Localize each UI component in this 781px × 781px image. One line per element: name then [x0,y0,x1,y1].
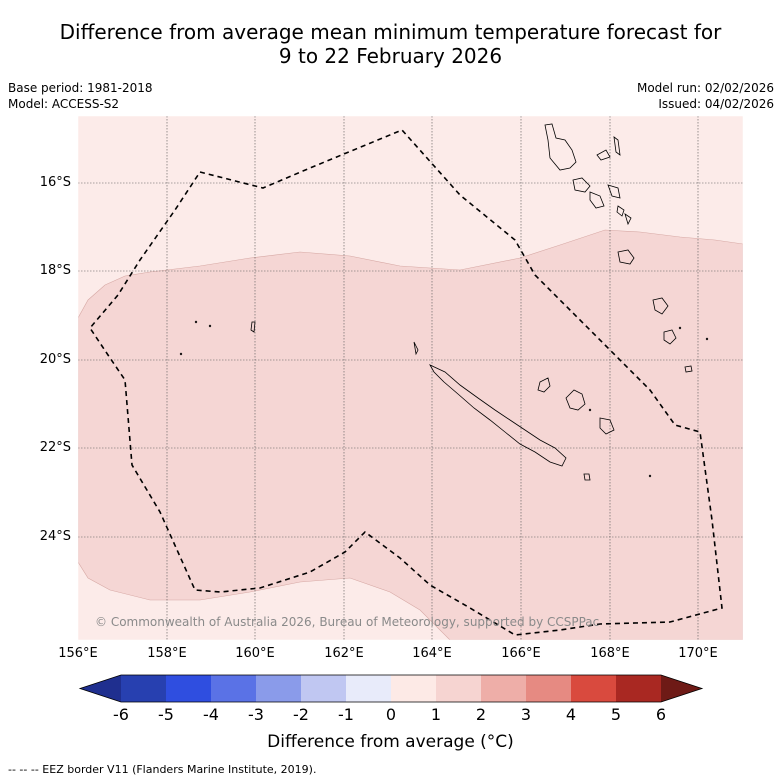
island [565,389,586,411]
islet [648,474,652,478]
colorbar-swatch [256,675,301,702]
lon-label-170e: 170°E [678,646,718,661]
map-border [77,115,744,641]
lat-label-22s: 22°S [39,440,71,455]
island [596,149,611,161]
colorbar-tick-label: -3 [248,705,264,724]
island [537,377,551,393]
colorbar-tick-label: 6 [655,705,667,724]
island [413,341,419,356]
colorbar-swatch [481,675,526,702]
model-name: Model: ACCESS-S2 [8,97,120,111]
islet [588,408,592,412]
colorbar-outline [78,674,704,703]
graticule [78,116,743,640]
colorbar-tick-label: -1 [338,705,354,724]
colorbar-swatch [121,675,166,702]
colorbar-swatch [661,675,702,702]
colorbar-swatch [211,675,256,702]
island [572,177,591,193]
coastlines [179,123,709,481]
eez-legend-note: -- -- -- EEZ border V11 (Flanders Marine… [8,763,317,776]
island [589,191,605,209]
base-period: Base period: 1981-2018 [8,81,153,95]
island [599,417,615,435]
colorbar-tick-label: -4 [203,705,219,724]
island [652,297,669,315]
colorbar-swatch [346,675,391,702]
map-frame: © Commonwealth of Australia 2026, Bureau… [78,116,743,640]
lon-label-156e: 156°E [58,646,98,661]
lat-label-18s: 18°S [39,263,71,278]
colorbar-swatch [166,675,211,702]
island [607,184,621,199]
map-title-line1: Difference from average mean minimum tem… [59,20,722,44]
issued-date: Issued: 04/02/2026 [658,97,774,111]
island [616,205,625,217]
copyright-credit: © Commonwealth of Australia 2026, Bureau… [95,615,599,629]
lon-label-162e: 162°E [324,646,364,661]
island [684,365,693,373]
island [583,473,591,481]
island [613,136,621,156]
colorbar-tick-label: 4 [565,705,577,724]
island [250,321,256,333]
islet [194,320,198,324]
colorbar [78,674,704,703]
colorbar-tick-label: 1 [430,705,442,724]
islet [678,326,682,330]
lon-label-168e: 168°E [590,646,630,661]
islet [208,324,212,328]
colorbar-swatch [526,675,571,702]
map-title-line2: 9 to 22 February 2026 [278,44,503,68]
colorbar-swatch [436,675,481,702]
colorbar-swatch [301,675,346,702]
colorbar-tick-label: 5 [610,705,622,724]
lon-label-164e: 164°E [412,646,452,661]
island [663,329,677,345]
colorbar-tick-label: -2 [293,705,309,724]
island [624,213,632,226]
colorbar-tick-label: 3 [520,705,532,724]
colorbar-title: Difference from average (°C) [267,732,514,752]
model-run: Model run: 02/02/2026 [636,81,774,95]
lon-label-158e: 158°E [147,646,187,661]
colorbar-swatch [391,675,436,702]
lon-label-160e: 160°E [235,646,275,661]
colorbar-tick-label: -6 [113,705,129,724]
island [544,123,577,171]
island [617,249,635,265]
colorbar-swatch [571,675,616,702]
lon-label-166e: 166°E [501,646,541,661]
lat-label-16s: 16°S [39,175,71,190]
colorbar-swatch [80,675,121,702]
islet [705,337,709,341]
colorbar-tick-label: 0 [385,705,397,724]
colorbar-tick-label: -5 [158,705,174,724]
island [429,364,567,467]
colorbar-swatch [616,675,661,702]
lat-label-20s: 20°S [39,352,71,367]
colorbar-tick-label: 2 [475,705,487,724]
anomaly-band-1-2 [78,229,743,640]
islet [179,352,183,356]
eez-border [88,129,723,636]
lat-label-24s: 24°S [39,529,71,544]
